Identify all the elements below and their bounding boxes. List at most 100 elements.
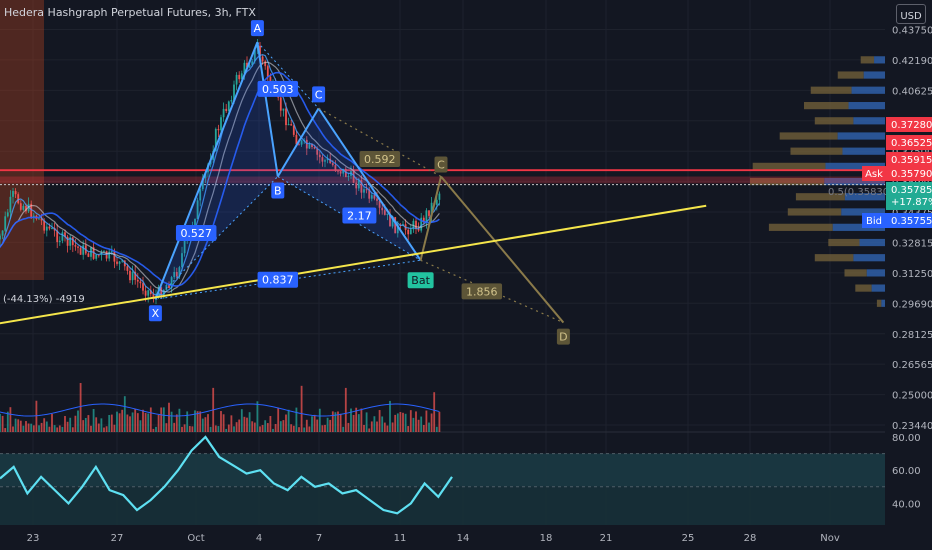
volume-bar [373,416,376,432]
candle-body [415,220,417,229]
projection-leg [440,175,565,324]
volume-bar [175,414,178,432]
candle-body [394,217,397,234]
candle-body [316,148,319,155]
vp-bar-buy [841,208,885,216]
candle-body [339,171,342,174]
ma-fast [0,54,440,296]
vp-bar-sell [768,223,833,231]
volume-bar [14,418,17,432]
candle-body [391,217,394,227]
candle-body [181,253,183,268]
volume-bar [292,425,295,432]
vp-bar-buy [871,284,885,292]
vp-bar-buy [844,193,885,201]
candle-body [25,205,27,212]
position-label: (-44.13%) -4919 [3,294,85,305]
candle-body [355,182,358,189]
volume-bar [217,426,220,432]
pattern-point-label: A [254,22,262,35]
price-label-bg [886,135,932,150]
vp-bar-buy [853,117,885,125]
ratio-label: 0.837 [262,274,294,287]
candle-body [116,261,118,264]
candle-body [103,251,105,253]
time-tick-label: 18 [540,533,553,544]
volume-bar [30,423,33,432]
ratio-label-bg [175,224,217,241]
candle-body [149,290,152,295]
volume-bar [194,410,196,432]
volume-bar [389,400,391,432]
price-label: 0.35785 [891,185,932,196]
rsi-line [0,435,453,515]
ratio-label: 2.17 [347,209,372,222]
vp-bar-buy [837,132,885,140]
volume-bar [290,424,293,432]
candle-body [87,253,90,257]
candle-body [40,218,43,221]
volume-bar [147,413,150,432]
candle-body [342,168,345,174]
volume-bar [204,417,207,432]
volume-bar [0,413,1,432]
candle-body [357,180,360,189]
volume-bar [402,412,404,432]
volume-bar [25,421,27,432]
volume-bar [225,428,228,432]
candle-body [1,230,4,236]
volume-bar [103,427,105,432]
candle-body [30,203,33,218]
currency-selector[interactable]: USD [896,4,926,24]
volume-bar [430,413,433,432]
vp-bar-buy [859,238,885,247]
volume-bar [295,407,298,432]
candle-body [4,216,7,231]
volume-bar [399,412,402,432]
volume-bar [243,416,246,432]
volume-bar [61,426,64,432]
price-label: 0.36525 [891,138,932,149]
candle-body [178,267,181,277]
ratio-label-bg [359,150,401,167]
volume-bar [357,414,360,432]
candle-body [422,217,425,223]
volume-bar [144,413,147,432]
volume-bar [352,414,355,432]
price-label-bg [886,152,932,167]
candle-body [407,229,410,235]
volume-bar [396,413,399,432]
volume-bar [266,423,269,432]
rsi-tick-label: 60.00 [892,466,921,477]
candle-body [108,251,111,259]
support-trendline [0,204,707,325]
candle-body [12,191,14,197]
volume-bar [196,411,199,432]
volume-bar [227,424,230,432]
volume-bar [347,422,350,432]
pattern-point-label-bg [148,305,162,322]
candle-body [337,170,339,172]
volume-bar [230,415,233,432]
volume-bar [321,425,324,432]
volume-bar [71,427,74,432]
highlight-column [0,0,44,280]
volume-bar [308,426,311,432]
volume-bar [90,425,92,432]
volume-bar [311,416,313,432]
candle-body [97,254,100,256]
rsi-lower-area [0,486,885,525]
price-axis: 0.437500.421900.406250.390600.375000.359… [862,25,932,432]
volume-bar [48,426,51,432]
price-label-bg [886,182,932,210]
pattern-point-label-bg [271,182,285,199]
volume-ma [0,403,440,417]
candle-body [360,180,363,193]
volume-bar [417,419,420,432]
volume-bar [337,411,339,432]
candle-body [222,108,225,118]
price-tick-label: 0.40625 [892,86,932,97]
volume-bar [261,425,264,432]
candle-body [396,224,399,234]
